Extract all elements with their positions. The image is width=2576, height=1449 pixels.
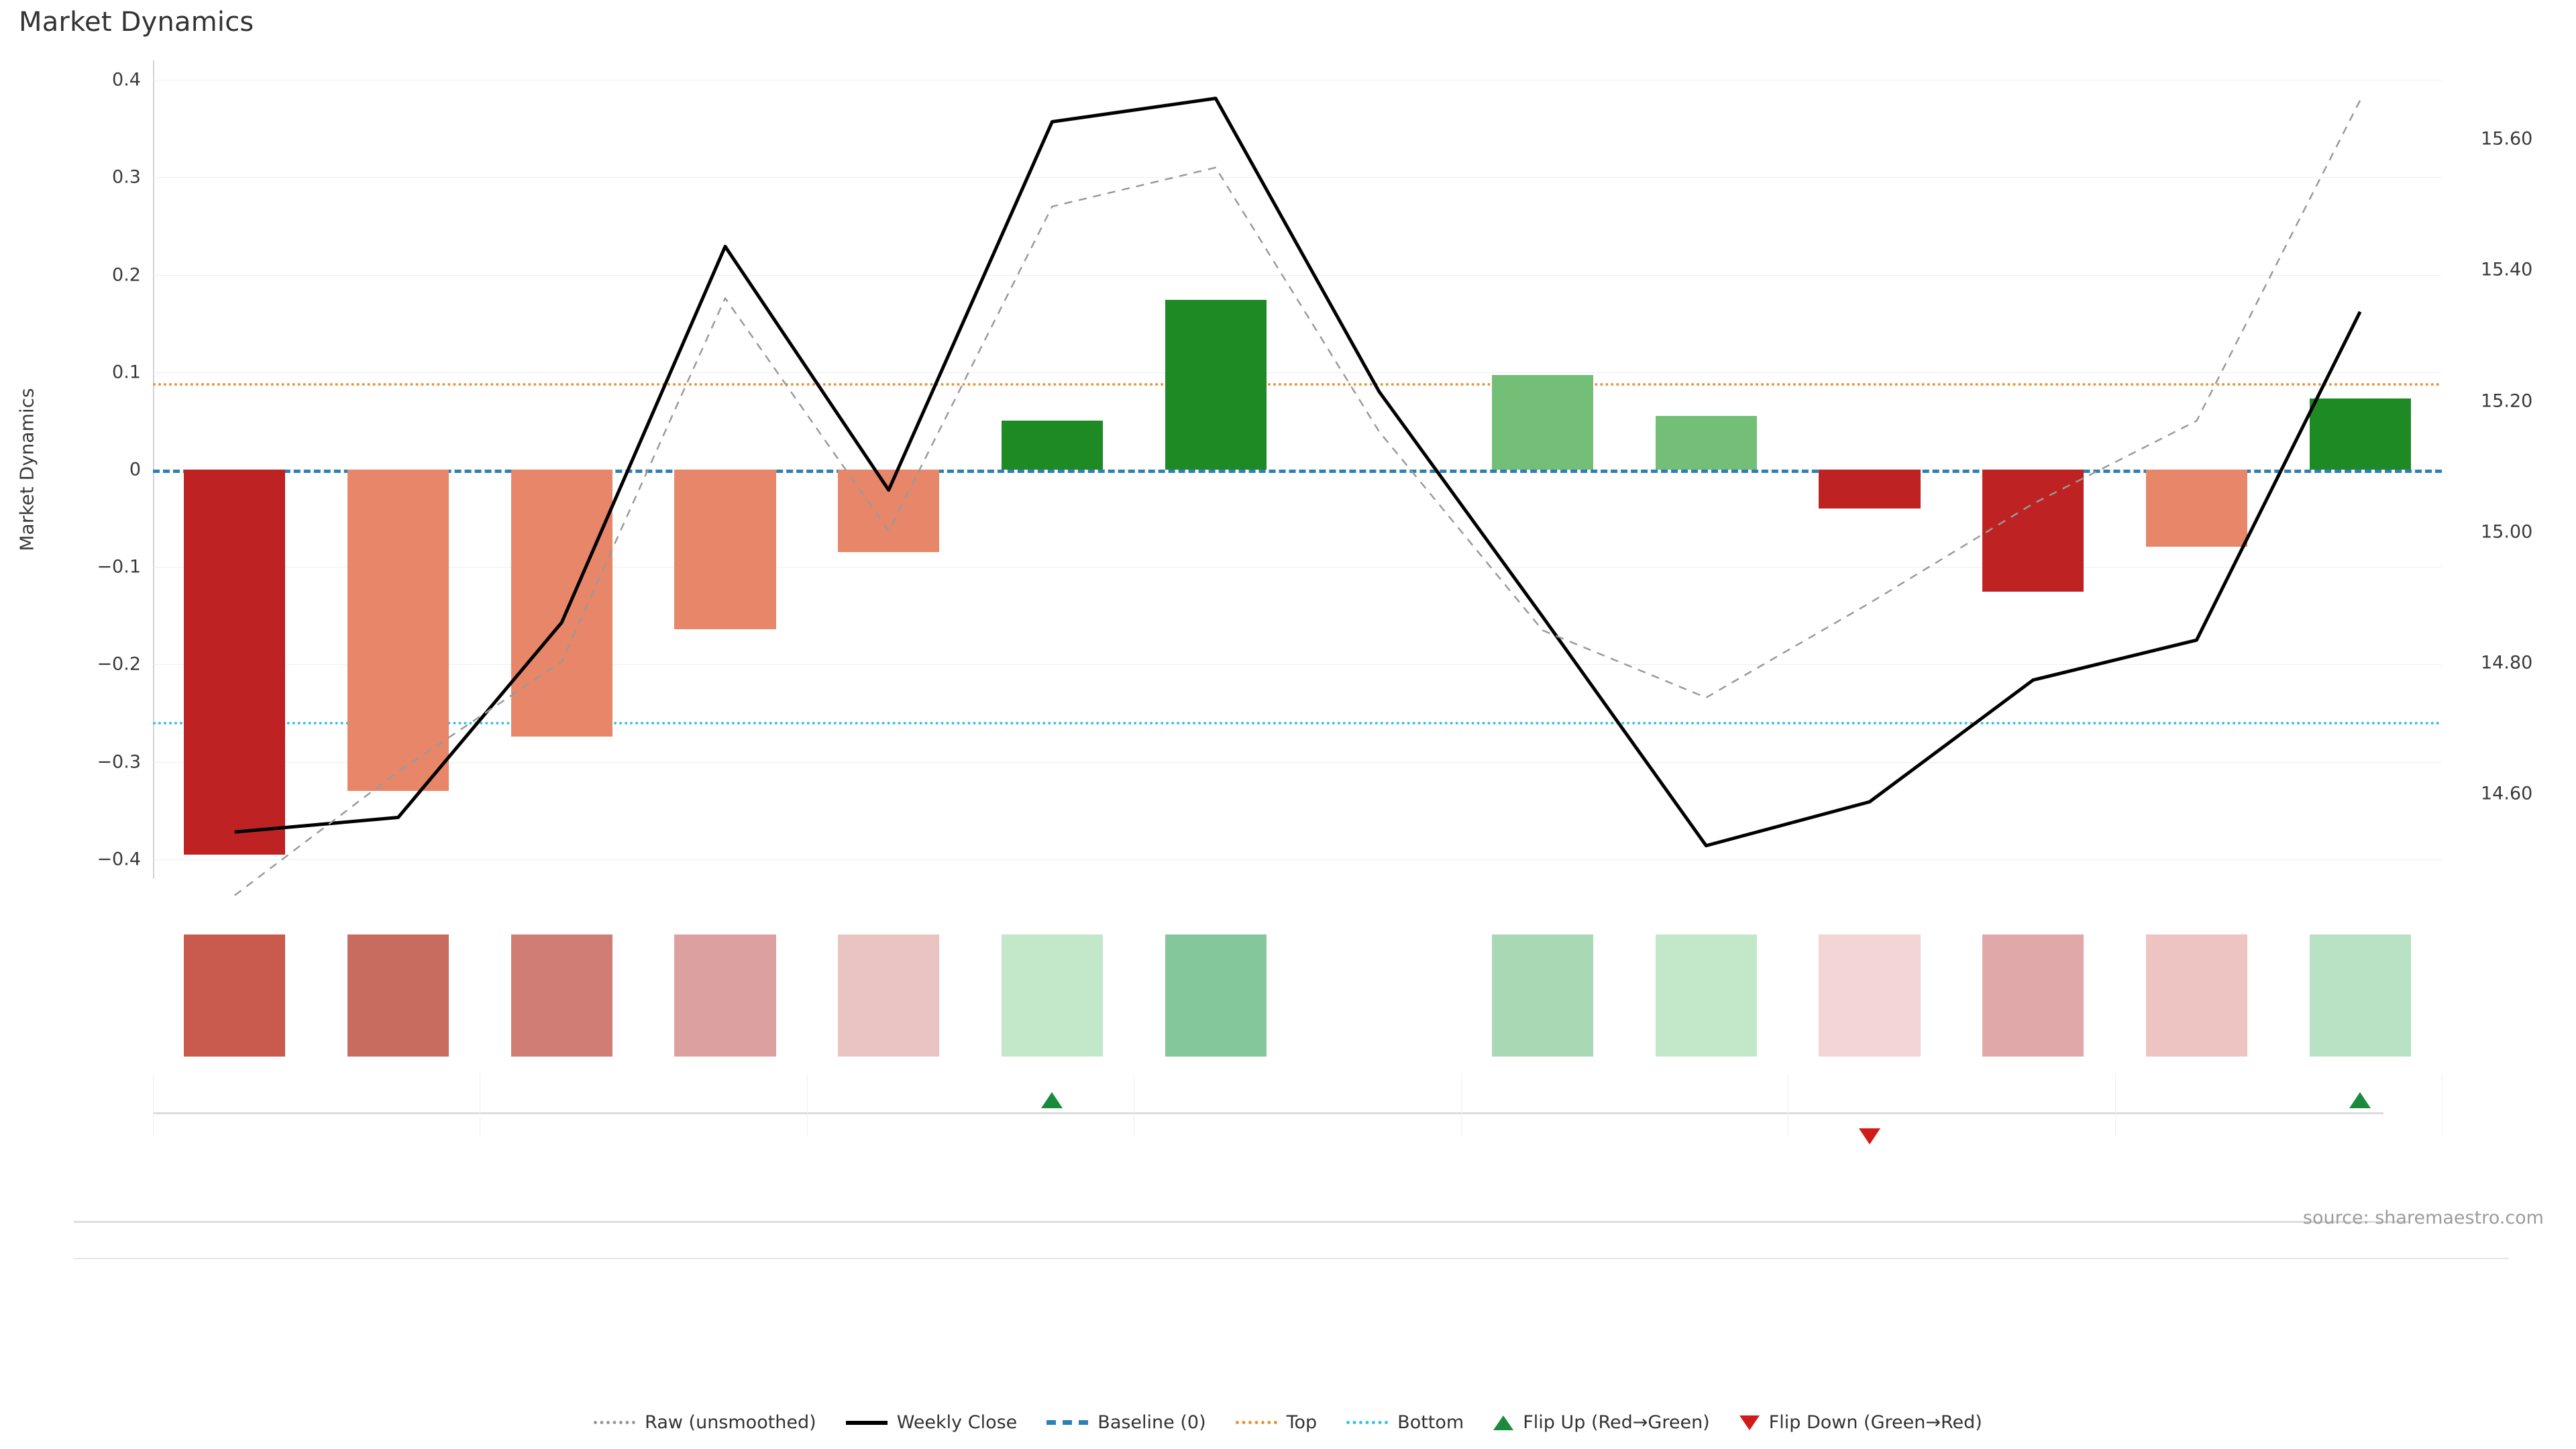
right-axis-tick: 14.60 <box>2481 783 2533 804</box>
right-axis-tick: 15.60 <box>2481 128 2533 150</box>
bar <box>1492 375 1594 470</box>
gridline <box>153 274 2442 276</box>
marker-gridline <box>806 1073 808 1137</box>
bar <box>674 470 776 630</box>
left-axis-label: Market Dynamics <box>15 388 38 551</box>
right-axis-tick: 15.00 <box>2481 521 2533 543</box>
legend-item[interactable]: Weekly Close <box>845 1412 1018 1433</box>
heat-cell <box>1165 934 1267 1057</box>
legend-item-label: Flip Up (Red→Green) <box>1523 1412 1710 1433</box>
reference-line-baseline-0 <box>153 470 2442 473</box>
bar <box>838 470 940 553</box>
marker-gridline <box>153 1073 154 1137</box>
legend-item[interactable]: Flip Down (Green→Red) <box>1739 1412 1982 1433</box>
marker-gridline <box>1460 1073 1462 1137</box>
page-title: Market Dynamics <box>19 7 254 38</box>
dotted-line-icon <box>1346 1421 1389 1424</box>
heat-cell <box>2145 934 2247 1057</box>
bar <box>2145 470 2247 547</box>
heat-cell <box>838 934 940 1057</box>
left-axis-tick: 0.2 <box>112 264 141 286</box>
dotted-line-icon <box>594 1421 636 1424</box>
right-axis-tick: 14.80 <box>2481 652 2533 674</box>
bar <box>1001 421 1103 470</box>
left-axis-tick: −0.4 <box>97 849 141 870</box>
legend-item-label: Weekly Close <box>896 1412 1018 1433</box>
left-axis-tick: 0 <box>129 459 141 480</box>
bar <box>1165 300 1267 470</box>
reference-line-bottom <box>153 722 2442 725</box>
heat-cell <box>674 934 776 1057</box>
footer-rule-bottom <box>74 1258 2509 1259</box>
source-caption: source: sharemaestro.com <box>2302 1208 2544 1228</box>
flip-up-marker-icon <box>1041 1092 1063 1108</box>
bar <box>1819 470 1921 509</box>
left-axis-tick: 0.3 <box>112 166 141 188</box>
legend-item-label: Raw (unsmoothed) <box>645 1412 816 1433</box>
legend-item[interactable]: Raw (unsmoothed) <box>594 1412 816 1433</box>
marker-gridline <box>2114 1073 2116 1137</box>
left-axis-tick: −0.1 <box>97 556 141 578</box>
marker-baseline <box>153 1112 2383 1114</box>
gridline <box>153 567 2442 568</box>
regime-heat-strip <box>153 934 2442 1057</box>
legend-item-label: Baseline (0) <box>1097 1412 1206 1433</box>
heat-cell <box>347 934 449 1057</box>
bar <box>2309 398 2411 470</box>
bar <box>1655 416 1757 470</box>
legend-item[interactable]: Bottom <box>1346 1412 1464 1433</box>
bar <box>184 470 286 855</box>
legend-item-label: Bottom <box>1397 1412 1464 1433</box>
dashed-line-icon <box>1046 1420 1089 1425</box>
footer-rule-top <box>74 1221 2408 1223</box>
main-plot-area: Market Dynamics Weekly Close Price 0.40.… <box>16 60 2532 896</box>
heat-cell <box>1655 934 1757 1057</box>
gridline <box>153 859 2442 860</box>
triangle-up-icon <box>1493 1415 1514 1430</box>
reference-line-top <box>153 382 2442 386</box>
left-axis-tick: 0.1 <box>112 362 141 383</box>
gridline <box>153 664 2442 665</box>
heat-cell <box>511 934 612 1057</box>
heat-cell <box>2309 934 2411 1057</box>
heat-cell <box>184 934 286 1057</box>
heat-cell <box>1492 934 1594 1057</box>
heat-cell <box>1001 934 1103 1057</box>
dotted-line-icon <box>1235 1421 1277 1424</box>
heat-cell <box>1819 934 1921 1057</box>
bar <box>511 470 612 737</box>
legend-item-label: Flip Down (Green→Red) <box>1768 1412 1982 1433</box>
chart-legend: Raw (unsmoothed) Weekly Close Baseline (0)… <box>0 1412 2576 1433</box>
flip-up-marker-icon <box>2349 1092 2371 1108</box>
bar <box>347 470 449 792</box>
gridline <box>153 372 2442 373</box>
legend-item-label: Top <box>1286 1412 1318 1433</box>
right-axis-tick: 15.20 <box>2481 390 2533 412</box>
left-axis-tick: −0.2 <box>97 653 141 675</box>
gridline <box>153 177 2442 178</box>
plot-inner <box>153 60 2442 896</box>
legend-item[interactable]: Flip Up (Red→Green) <box>1493 1412 1710 1433</box>
solid-line-icon <box>845 1420 888 1425</box>
flip-down-marker-icon <box>1859 1128 1880 1144</box>
right-axis-tick: 15.40 <box>2481 259 2533 280</box>
marker-gridline <box>2442 1073 2443 1137</box>
left-axis-tick: 0.4 <box>112 69 141 91</box>
bar <box>1982 470 2084 592</box>
legend-item[interactable]: Top <box>1235 1412 1318 1433</box>
heat-cell <box>1982 934 2084 1057</box>
legend-item[interactable]: Baseline (0) <box>1046 1412 1206 1433</box>
gridline <box>153 761 2442 763</box>
triangle-down-icon <box>1739 1415 1760 1430</box>
left-axis-tick: −0.3 <box>97 751 141 773</box>
flip-marker-panel <box>153 1073 2443 1144</box>
